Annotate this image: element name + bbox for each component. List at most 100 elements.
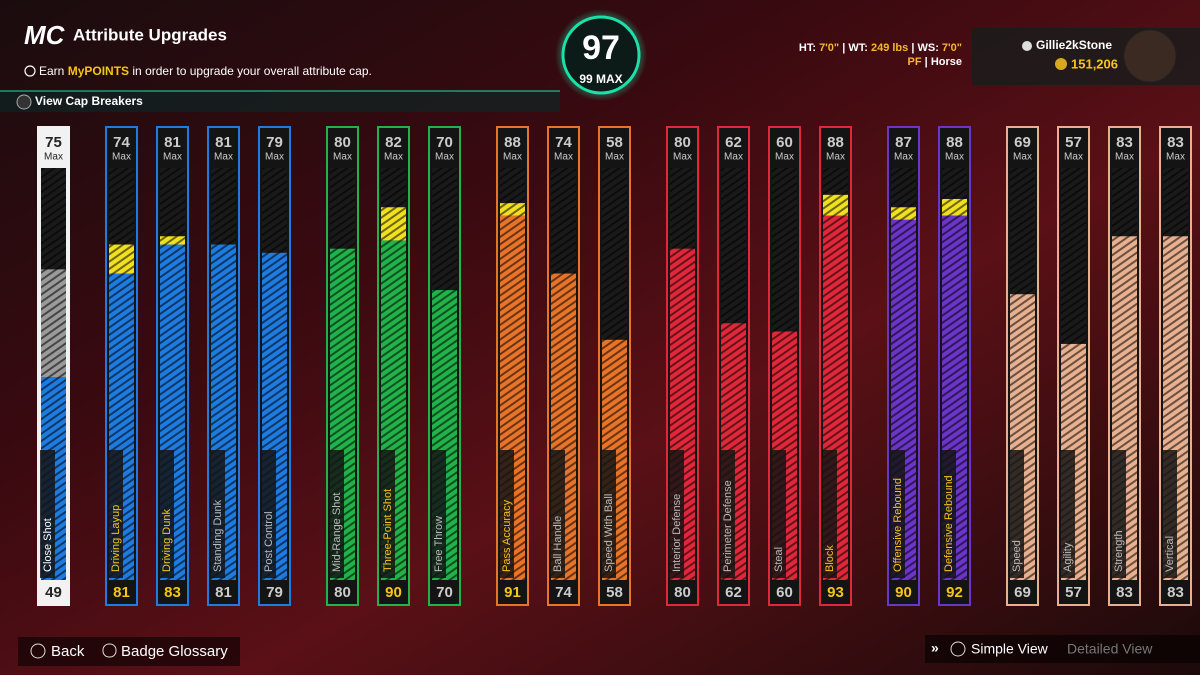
max-label: Max [44,152,63,163]
current-value: 60 [776,584,793,601]
footer-right [925,635,1200,663]
label-strip [720,450,735,578]
label-strip [261,450,276,578]
value-box [379,580,408,604]
max-label: Max [1166,152,1185,163]
value-box [1059,580,1088,604]
max-label: Max [775,152,794,163]
cap-value: 81 [215,134,232,151]
cap-value: 62 [725,134,742,151]
current-value: 62 [725,584,742,601]
max-label: Max [1013,152,1032,163]
label-strip [210,450,225,578]
cap-value: 88 [827,134,844,151]
logo: MC [24,20,66,50]
overall-value: 97 [582,29,620,67]
value-box [600,580,629,604]
value-box [719,580,748,604]
label-strip [822,450,837,578]
attribute-name: Vertical [1164,536,1176,572]
attribute-name: Strength [1113,530,1125,572]
value-box [1110,580,1139,604]
avatar [1123,29,1177,83]
attribute-name: Agility [1062,542,1074,572]
current-value: 80 [334,584,351,601]
square-button [102,643,117,658]
current-value: 80 [674,584,691,601]
max-label: Max [724,152,743,163]
max-label: Max [554,152,573,163]
value-box [668,580,697,604]
value-box [549,580,578,604]
label-strip [669,450,684,578]
max-label: Max [673,152,692,163]
attribute-name: Pass Accuracy [501,499,513,572]
attribute-name: Speed With Ball [603,494,615,572]
attribute-name: Interior Defense [671,494,683,572]
max-label: Max [605,152,624,163]
label-strip [1162,450,1177,578]
value-box [39,580,68,604]
label-strip [1060,450,1075,578]
attribute-name: Ball Handle [552,516,564,572]
vc-amount: 151,206 [1071,56,1118,71]
cap-value: 88 [504,134,521,151]
value-box [260,580,289,604]
cap-value: 82 [385,134,402,151]
current-value: 74 [555,584,572,601]
attribute-name: Post Control [263,511,275,572]
cap-value: 74 [555,134,572,151]
max-label: Max [435,152,454,163]
value-box [940,580,969,604]
max-label: Max [265,152,284,163]
back-button[interactable]: Back [51,643,85,660]
cap-breakers-icon [16,94,32,110]
glossary-button[interactable]: Badge Glossary [121,643,228,660]
circle-button [30,643,46,659]
psn-icon [1022,41,1032,51]
cap-value: 80 [334,134,351,151]
player-build: PF | Horse [908,56,962,68]
overall-max: 99 MAX [579,72,622,86]
current-value: 49 [45,584,62,601]
triangle-button [950,641,966,657]
value-box [328,580,357,604]
current-value: 90 [385,584,402,601]
value-box [889,580,918,604]
attribute-name: Perimeter Defense [722,480,734,572]
detailed-view-tab[interactable]: Detailed View [1067,641,1153,657]
attribute-name: Offensive Rebound [892,478,904,572]
label-strip [941,450,956,578]
current-value: 83 [164,584,181,601]
overall-badge [561,15,641,95]
max-label: Max [333,152,352,163]
value-box [770,580,799,604]
chevrons: » [931,640,939,656]
label-strip [499,450,514,578]
attribute-name: Defensive Rebound [943,475,955,572]
attribute-name: Close Shot [42,518,54,572]
max-label: Max [163,152,182,163]
simple-view-tab[interactable]: Simple View [971,641,1049,657]
current-value: 93 [827,584,844,601]
value-box [821,580,850,604]
cap-value: 87 [895,134,912,151]
attribute-name: Driving Dunk [161,509,173,572]
attribute-name: Steal [773,547,785,572]
attribute-name: Standing Dunk [212,499,224,572]
cap-value: 81 [164,134,181,151]
cap-breakers-link[interactable]: View Cap Breakers [35,94,143,108]
value-box [158,580,187,604]
label-strip [431,450,446,578]
max-label: Max [1064,152,1083,163]
max-label: Max [945,152,964,163]
cap-value: 83 [1116,134,1133,151]
cap-breakers-bar[interactable] [0,91,560,112]
label-strip [601,450,616,578]
current-value: 58 [606,584,623,601]
max-label: Max [894,152,913,163]
max-label: Max [214,152,233,163]
